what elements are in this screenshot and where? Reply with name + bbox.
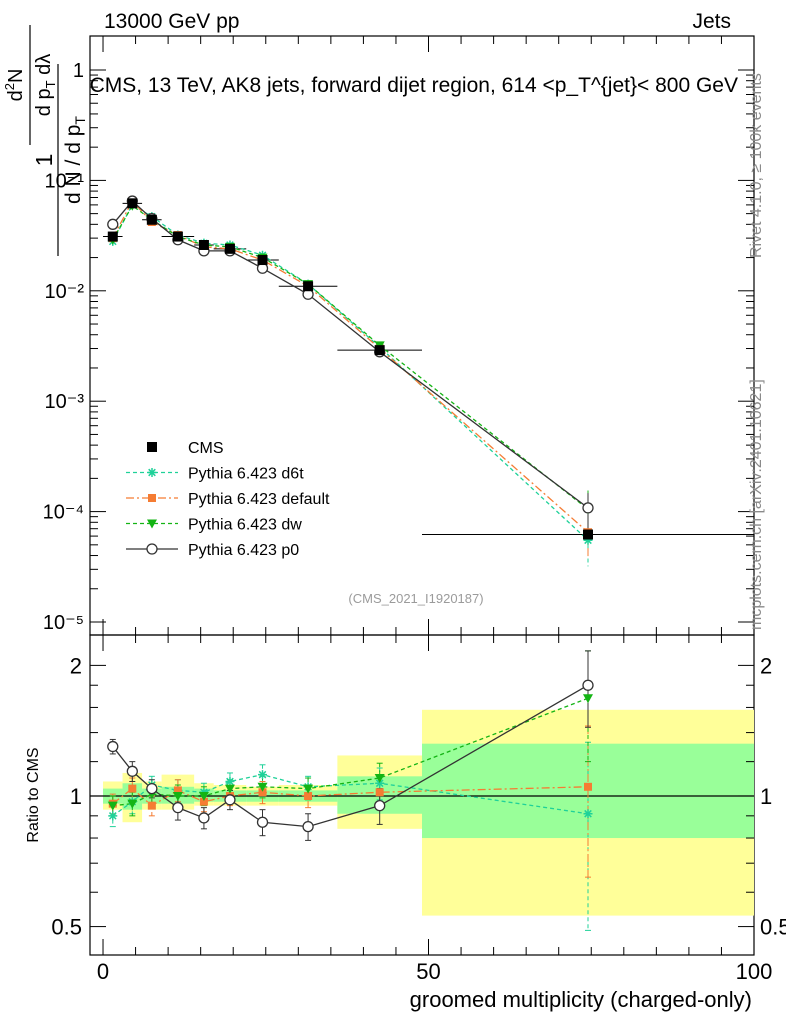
cms-data-marker bbox=[374, 345, 385, 356]
ratio-marker-p0 bbox=[582, 679, 594, 691]
ratio-marker-dw bbox=[257, 782, 268, 792]
cms-data-marker bbox=[224, 243, 235, 254]
energy-label: 13000 GeV pp bbox=[104, 10, 239, 33]
main-y-tick-label: 10⁻² bbox=[45, 281, 85, 303]
main-y-tick-label: 1 bbox=[73, 60, 84, 82]
ratio-marker-p0 bbox=[224, 794, 236, 806]
main-series-layer bbox=[103, 195, 754, 567]
main-marker-p0 bbox=[582, 502, 594, 514]
legend-label-p0: Pythia 6.423 p0 bbox=[188, 542, 299, 559]
ratio-marker-default bbox=[128, 784, 137, 793]
main-line-dw bbox=[112, 204, 589, 510]
main-line-d6t bbox=[112, 203, 589, 541]
ratio-series-layer bbox=[107, 650, 594, 931]
main-y-axis-denominator: d N / d pT bbox=[62, 116, 88, 204]
ratio-marker-default bbox=[173, 786, 182, 795]
mcplots-source-label: mcplots.cern.ch [arXiv:2401.10621] bbox=[748, 379, 765, 630]
ratio-marker-dw bbox=[198, 791, 209, 801]
main-line-p0 bbox=[112, 200, 589, 509]
main-y-tick-label: 10⁻¹ bbox=[45, 170, 85, 192]
cms-data-marker bbox=[198, 239, 209, 250]
main-y-tick-label: 10⁻⁵ bbox=[43, 612, 84, 634]
ratio-marker-d6t bbox=[258, 770, 268, 780]
ratio-marker-d6t bbox=[583, 809, 593, 819]
legend-marker-d6t bbox=[147, 468, 157, 477]
ratio-marker-d6t bbox=[225, 776, 235, 786]
ratio-line-p0 bbox=[112, 684, 589, 828]
legend-marker-p0 bbox=[146, 543, 158, 555]
ratio-x-tick-label: 0 bbox=[97, 959, 109, 984]
ratio-marker-default bbox=[375, 788, 384, 797]
rivet-version-label: Rivet 4.1.0, ≥ 100k events bbox=[748, 73, 765, 258]
cms-data-marker bbox=[583, 529, 593, 540]
ratio-marker-p0 bbox=[374, 799, 386, 812]
legend-label-default: Pythia 6.423 default bbox=[188, 491, 330, 508]
ratio-y-axis-label: Ratio to CMS bbox=[25, 747, 42, 842]
ratio-axes: 0 50 100 2 2 1 1 0.5 0.5 bbox=[51, 635, 786, 984]
ratio-x-tick-label: 50 bbox=[416, 959, 440, 984]
ratio-uncertainty-bands bbox=[103, 709, 754, 916]
legend-label-data: CMS bbox=[188, 440, 224, 457]
ratio-marker-d6t bbox=[375, 778, 385, 788]
ratio-marker-p0 bbox=[256, 816, 269, 828]
main-marker-d6t bbox=[583, 535, 593, 545]
analysis-id-watermark: (CMS_2021_I1920187) bbox=[348, 591, 483, 606]
ratio-marker-p0 bbox=[126, 765, 138, 777]
legend-marker-dw bbox=[147, 519, 157, 529]
ratio-x-tick-label: 100 bbox=[736, 959, 773, 984]
main-marker-p0 bbox=[107, 218, 119, 230]
legend-label-dw: Pythia 6.423 dw bbox=[188, 517, 302, 534]
ratio-marker-p0 bbox=[172, 801, 184, 814]
ratio-marker-p0 bbox=[146, 782, 158, 795]
ratio-marker-p0 bbox=[198, 812, 210, 824]
ratio-marker-p0 bbox=[107, 740, 119, 753]
ratio-line-d6t bbox=[112, 773, 589, 817]
ratio-marker-dw bbox=[224, 784, 235, 794]
main-axes: 1 10⁻¹ 10⁻² 10⁻³ 10⁻⁴ 10⁻⁵ bbox=[43, 36, 755, 635]
legend-label-d6t: Pythia 6.423 d6t bbox=[188, 466, 304, 483]
ratio-y-tick-label: 1 bbox=[70, 784, 82, 809]
svg-text:d pT dλ: d pT dλ bbox=[33, 54, 58, 116]
ratio-marker-d6t bbox=[108, 811, 118, 821]
ratio-marker-p0 bbox=[302, 820, 314, 833]
ratio-y-tick-label-right: 2 bbox=[760, 653, 772, 678]
ratio-marker-dw bbox=[374, 774, 385, 784]
x-axis-label: groomed multiplicity (charged-only) bbox=[410, 987, 752, 1012]
ratio-marker-dw bbox=[127, 799, 138, 809]
ratio-marker-default bbox=[147, 801, 156, 810]
ratio-marker-dw bbox=[107, 801, 118, 811]
cms-data-marker bbox=[172, 231, 183, 242]
ratio-marker-dw bbox=[172, 791, 183, 801]
cms-data-marker bbox=[127, 198, 138, 209]
cms-data-marker bbox=[303, 281, 314, 292]
ratio-y-tick-label: 0.5 bbox=[51, 915, 82, 940]
ratio-marker-default bbox=[199, 797, 208, 806]
cms-data-marker bbox=[107, 231, 118, 242]
ratio-line-dw bbox=[112, 697, 589, 807]
ratio-y-tick-label: 2 bbox=[70, 653, 82, 678]
main-y-tick-label: 10⁻³ bbox=[45, 391, 85, 413]
cms-data-marker bbox=[257, 255, 268, 266]
plot-title: CMS, 13 TeV, AK8 jets, forward dijet reg… bbox=[90, 74, 738, 97]
ratio-marker-default bbox=[584, 782, 592, 791]
ratio-marker-default bbox=[258, 788, 267, 797]
svg-text:d2N: d2N bbox=[2, 69, 27, 102]
process-label: Jets bbox=[692, 10, 731, 33]
cms-data-marker bbox=[146, 214, 157, 225]
svg-text:1: 1 bbox=[31, 154, 57, 167]
main-y-tick-label: 10⁻⁴ bbox=[43, 502, 84, 524]
legend-marker-data bbox=[147, 442, 157, 452]
legend: CMS Pythia 6.423 d6t Pythia 6.423 default P… bbox=[126, 440, 330, 559]
ratio-marker-dw bbox=[303, 784, 314, 794]
ratio-line-default bbox=[112, 786, 589, 807]
main-line-default bbox=[112, 199, 589, 533]
legend-marker-default bbox=[148, 494, 156, 502]
ratio-marker-dw bbox=[583, 694, 593, 704]
ratio-y-tick-label-right: 0.5 bbox=[760, 915, 786, 940]
ratio-marker-default bbox=[304, 791, 313, 800]
ratio-y-tick-label-right: 1 bbox=[760, 784, 772, 809]
